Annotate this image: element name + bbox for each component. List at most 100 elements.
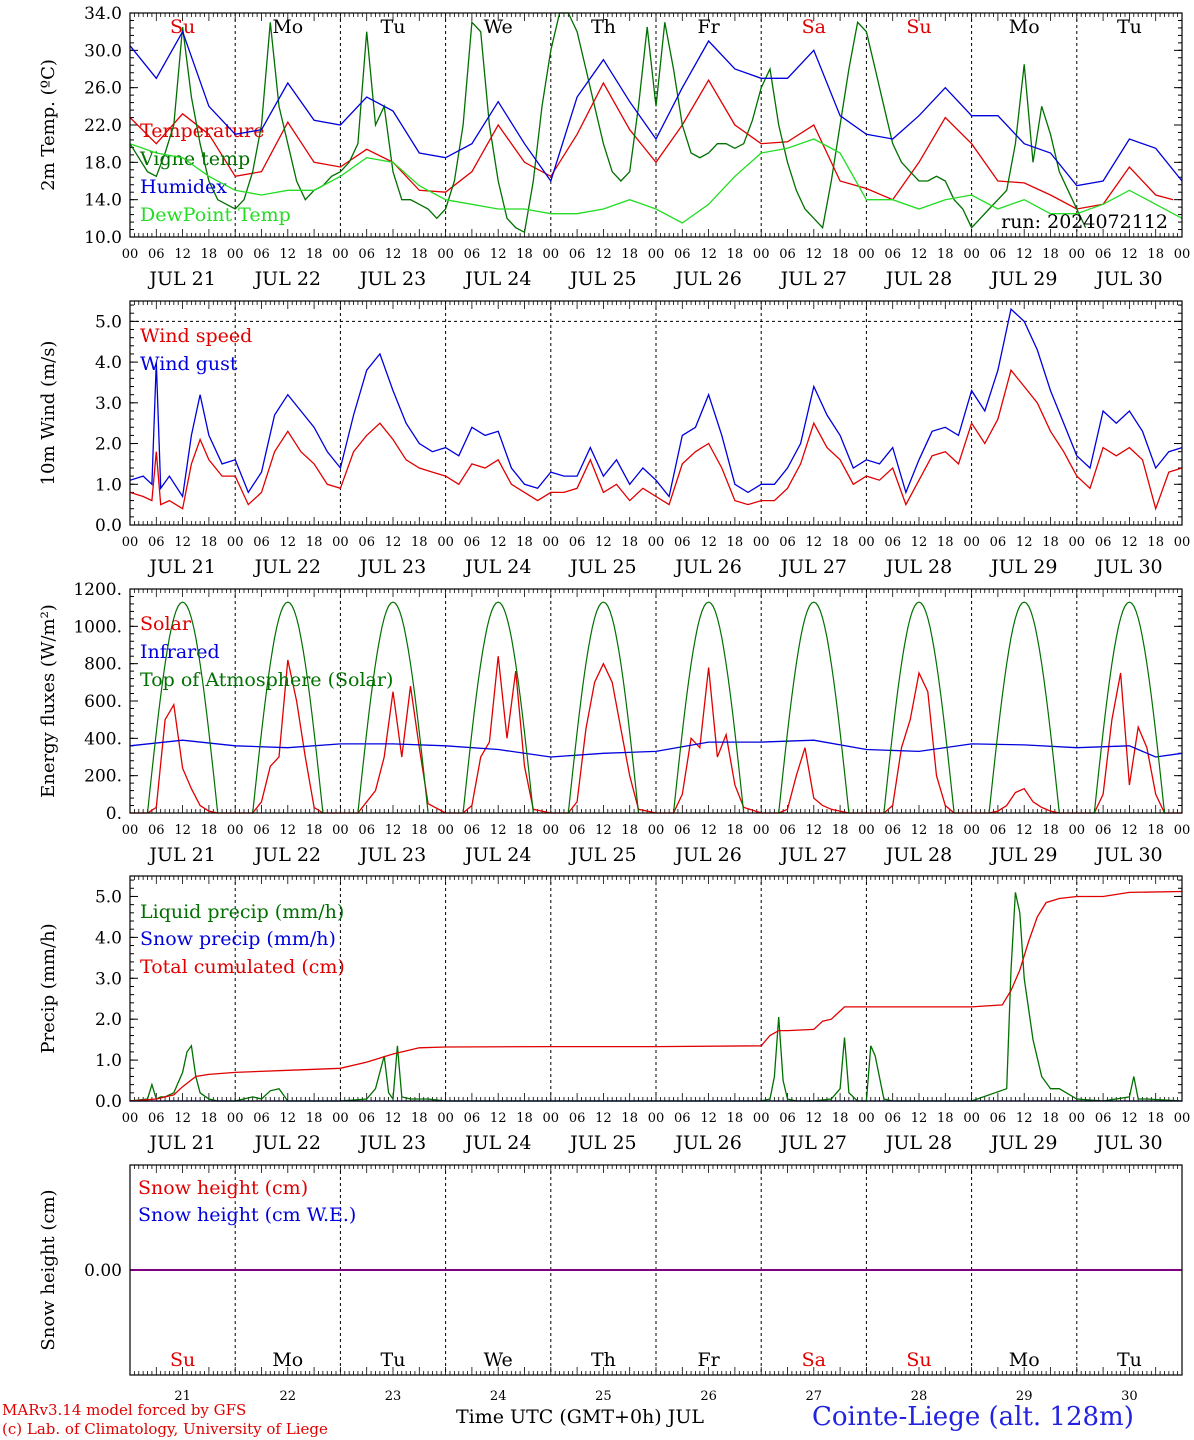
weekday-label: Su xyxy=(170,1349,195,1371)
weekday-label: Tu xyxy=(381,16,406,38)
x-date-label: JUL 25 xyxy=(568,268,636,290)
x-hour-label: 00 xyxy=(227,247,244,262)
y-tick-label: 800. xyxy=(84,655,122,675)
x-hour-label: 00 xyxy=(332,1111,349,1126)
x-hour-label: 06 xyxy=(674,535,691,550)
x-date-label: JUL 25 xyxy=(568,844,636,866)
x-hour-label: 00 xyxy=(753,1111,770,1126)
x-hour-label: 12 xyxy=(595,247,612,262)
x-date-label: JUL 23 xyxy=(358,268,426,290)
x-hour-label: 06 xyxy=(358,823,375,838)
weekday-label: Tu xyxy=(1117,16,1142,38)
y-tick-label: 3.0 xyxy=(95,394,122,414)
x-hour-label: 06 xyxy=(884,1111,901,1126)
x-hour-label: 18 xyxy=(727,823,744,838)
x-hour-label: 00 xyxy=(963,823,980,838)
x-date-label: JUL 27 xyxy=(779,1132,847,1154)
weekday-label: We xyxy=(484,1349,513,1371)
x-hour-label: 18 xyxy=(306,1111,323,1126)
x-date-label: JUL 21 xyxy=(147,1132,215,1154)
weekday-label: Su xyxy=(906,1349,931,1371)
day-number-label: 22 xyxy=(280,1389,297,1400)
x-hour-label: 06 xyxy=(674,1111,691,1126)
x-hour-label: 06 xyxy=(1095,535,1112,550)
x-hour-label: 00 xyxy=(437,1111,454,1126)
x-date-label: JUL 26 xyxy=(673,1132,741,1154)
x-date-label: JUL 21 xyxy=(147,556,215,578)
plot-frame xyxy=(129,588,1183,814)
y-tick-label: 5.0 xyxy=(95,887,122,907)
x-hour-label: 00 xyxy=(648,823,665,838)
x-hour-label: 00 xyxy=(963,247,980,262)
y-tick-label: 1.0 xyxy=(95,475,122,495)
y-tick-label: 30.0 xyxy=(84,41,122,61)
x-hour-label: 18 xyxy=(621,535,638,550)
x-hour-label: 00 xyxy=(122,823,139,838)
x-hour-label: 12 xyxy=(1121,823,1138,838)
weekday-label: Sa xyxy=(802,1349,826,1371)
x-hour-label: 18 xyxy=(937,823,954,838)
y-tick-label: 3.0 xyxy=(95,969,122,989)
x-hour-label: 18 xyxy=(516,1111,533,1126)
x-hour-label: 00 xyxy=(122,1111,139,1126)
x-date-label: JUL 28 xyxy=(884,268,952,290)
x-hour-label: 12 xyxy=(1016,247,1033,262)
x-hour-label: 18 xyxy=(621,1111,638,1126)
x-hour-label: 06 xyxy=(779,823,796,838)
x-hour-label: 12 xyxy=(806,1111,823,1126)
x-date-label: JUL 22 xyxy=(253,556,321,578)
x-hour-label: 06 xyxy=(253,535,270,550)
x-hour-label: 12 xyxy=(385,247,402,262)
y-tick-label: 4.0 xyxy=(95,928,122,948)
x-hour-label: 06 xyxy=(1095,1111,1112,1126)
x-date-label: JUL 30 xyxy=(1094,844,1162,866)
series-line xyxy=(778,601,850,814)
x-hour-label: 06 xyxy=(148,823,165,838)
weekday-label: Th xyxy=(591,16,616,38)
x-hour-label: 18 xyxy=(727,1111,744,1126)
panel-snow: 0.00 Su 21 Mo 22 Tu 23 We 24 Th 25 Fr 26 Sa 27 Su 28 Mo 29… xyxy=(38,1164,1183,1400)
series-line xyxy=(672,601,745,814)
x-hour-label: 12 xyxy=(174,535,191,550)
x-date-label: JUL 29 xyxy=(989,556,1057,578)
x-date-label: JUL 26 xyxy=(673,556,741,578)
x-hour-label: 00 xyxy=(543,247,560,262)
x-hour-label: 00 xyxy=(332,823,349,838)
x-hour-label: 18 xyxy=(1042,1111,1059,1126)
x-date-label: JUL 23 xyxy=(358,844,426,866)
x-hour-label: 18 xyxy=(411,1111,428,1126)
x-hour-label: 18 xyxy=(832,535,849,550)
plot-frame xyxy=(129,1164,1183,1376)
x-hour-label: 00 xyxy=(543,823,560,838)
x-hour-label: 12 xyxy=(911,823,928,838)
x-hour-label: 00 xyxy=(858,535,875,550)
x-hour-label: 00 xyxy=(858,1111,875,1126)
y-tick-label: 2.0 xyxy=(95,435,122,455)
x-hour-label: 00 xyxy=(753,535,770,550)
x-hour-label: 00 xyxy=(648,247,665,262)
x-hour-label: 12 xyxy=(595,823,612,838)
x-date-label: JUL 23 xyxy=(358,556,426,578)
weekday-label: Fr xyxy=(697,16,720,38)
x-hour-label: 06 xyxy=(1095,823,1112,838)
y-axis-label: 10m Wind (m/s) xyxy=(38,341,59,486)
y-axis-label: Energy fluxes (W/m²) xyxy=(38,604,59,798)
x-hour-label: 06 xyxy=(990,1111,1007,1126)
x-hour-label: 18 xyxy=(727,535,744,550)
series-line xyxy=(129,739,1183,758)
x-hour-label: 18 xyxy=(201,247,218,262)
panel-temperature: 10.0 14.0 18.0 22.0 26.0 30.0 34.0 00 06 12 18 00 06… xyxy=(38,4,1190,290)
copyright-credit: (c) Lab. of Climatology, University of L… xyxy=(2,1420,328,1438)
x-hour-label: 18 xyxy=(727,247,744,262)
legend-entry: Snow height (cm W.E.) xyxy=(138,1204,356,1226)
x-hour-label: 06 xyxy=(569,247,586,262)
y-axis-label: 2m Temp. (ºC) xyxy=(38,59,59,191)
y-tick-label: 34.0 xyxy=(84,4,122,24)
x-hour-label: 18 xyxy=(621,247,638,262)
x-hour-label: 12 xyxy=(700,535,717,550)
x-hour-label: 00 xyxy=(437,535,454,550)
x-date-label: JUL 22 xyxy=(253,844,321,866)
x-hour-label: 18 xyxy=(937,535,954,550)
x-hour-label: 06 xyxy=(990,247,1007,262)
x-date-label: JUL 28 xyxy=(884,1132,952,1154)
